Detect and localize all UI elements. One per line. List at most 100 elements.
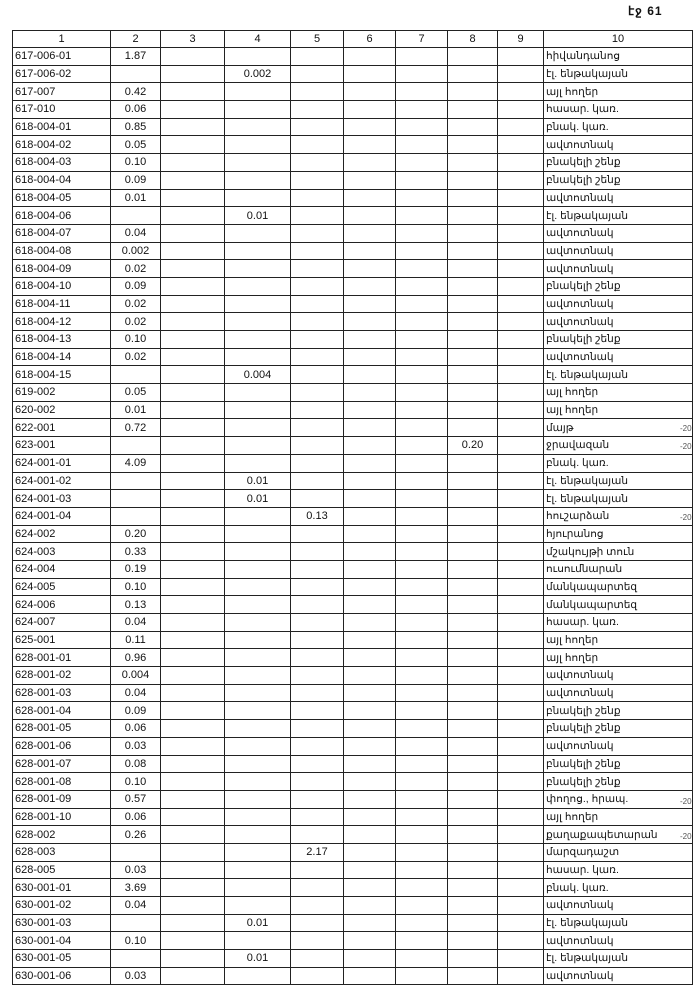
parcel-code-cell: 618-004-05 — [12, 188, 111, 208]
area-cell-col9 — [497, 949, 544, 968]
column-header-9: 9 — [497, 30, 544, 48]
land-use-cell: բնակելի շենք — [543, 330, 693, 349]
area-cell-col6 — [343, 241, 396, 261]
area-cell-col5 — [290, 896, 344, 915]
area-cell-col5 — [290, 595, 344, 614]
area-cell-col6 — [343, 719, 396, 738]
area-cell-col2: 0.09 — [110, 276, 161, 296]
table-row: 628-002 0.26 քաղաքապետարան — [12, 825, 693, 844]
area-cell-col5 — [290, 241, 344, 261]
parcel-code-cell: 618-004-07 — [12, 223, 111, 243]
area-cell-col5 — [290, 701, 344, 721]
area-cell-col2: 0.85 — [110, 117, 161, 137]
land-use-cell: էլ. ենթակայան — [543, 471, 693, 491]
area-cell-col4 — [224, 383, 291, 402]
land-use-cell: հասար. կառ. — [543, 613, 693, 632]
area-cell-col9 — [497, 913, 544, 933]
table-row: 623-001 0.20 ջրավազան — [12, 436, 693, 455]
area-cell-col4: 0.01 — [224, 471, 291, 491]
land-use-cell: այլ հողեր — [543, 807, 693, 827]
area-cell-col7 — [395, 400, 448, 420]
area-cell-col9 — [497, 860, 544, 880]
area-cell-col3 — [160, 418, 225, 438]
area-cell-col8 — [447, 418, 498, 438]
table-row: 618-004-08 0.002 ավտոտնակ — [12, 241, 693, 261]
area-cell-col5 — [290, 559, 344, 579]
area-cell-col6 — [343, 613, 396, 632]
area-cell-col6 — [343, 559, 396, 579]
area-cell-col9 — [497, 559, 544, 579]
area-cell-col3 — [160, 524, 225, 544]
land-use-cell: ավտոտնակ — [543, 896, 693, 915]
area-cell-col3 — [160, 666, 225, 685]
area-cell-col2: 1.87 — [110, 47, 161, 66]
area-cell-col9 — [497, 153, 544, 172]
land-use-cell: էլ. ենթակայան — [543, 64, 693, 84]
table-row: 618-004-06 0.01 էլ. ենթակայան — [12, 206, 693, 225]
area-cell-col5 — [290, 365, 344, 385]
land-use-cell: էլ. ենթակայան — [543, 949, 693, 968]
table-row: 618-004-04 0.09 բնակելի շենք — [12, 170, 693, 190]
table-row: 628-001-04 0.09 բնակելի շենք — [12, 701, 693, 721]
area-cell-col6 — [343, 595, 396, 614]
land-use-cell: ավտոտնակ — [543, 188, 693, 208]
area-cell-col6 — [343, 807, 396, 827]
area-cell-col6 — [343, 418, 396, 438]
table-row: 617-006-02 0.002 էլ. ենթակայան — [12, 64, 693, 84]
area-cell-col9 — [497, 47, 544, 66]
parcel-code-cell: 628-002 — [12, 825, 111, 844]
area-cell-col4 — [224, 860, 291, 880]
area-cell-col9 — [497, 82, 544, 102]
area-cell-col8 — [447, 400, 498, 420]
area-cell-col3 — [160, 241, 225, 261]
land-use-cell: մանկապարտեզ — [543, 595, 693, 614]
area-cell-col6 — [343, 754, 396, 774]
area-cell-col3 — [160, 400, 225, 420]
area-cell-col4 — [224, 666, 291, 685]
land-use-cell: այլ հողեր — [543, 630, 693, 650]
area-cell-col7 — [395, 666, 448, 685]
area-cell-col6 — [343, 170, 396, 190]
area-cell-col2: 0.02 — [110, 259, 161, 278]
parcel-code-cell: 628-001-01 — [12, 648, 111, 668]
area-cell-col7 — [395, 789, 448, 809]
area-cell-col9 — [497, 453, 544, 473]
area-cell-col7 — [395, 701, 448, 721]
area-cell-col7 — [395, 135, 448, 155]
area-cell-col8 — [447, 294, 498, 314]
area-cell-col5 — [290, 294, 344, 314]
area-cell-col2: 0.05 — [110, 135, 161, 155]
area-cell-col6 — [343, 736, 396, 756]
area-cell-col7 — [395, 436, 448, 455]
parcel-code-cell: 623-001 — [12, 436, 111, 455]
area-cell-col4 — [224, 878, 291, 897]
area-cell-col3 — [160, 577, 225, 597]
area-cell-col9 — [497, 294, 544, 314]
parcel-code-cell: 620-002 — [12, 400, 111, 420]
area-cell-col9 — [497, 666, 544, 685]
area-cell-col6 — [343, 949, 396, 968]
area-cell-col6 — [343, 100, 396, 119]
parcel-code-cell: 628-001-07 — [12, 754, 111, 774]
area-cell-col7 — [395, 153, 448, 172]
area-cell-col8 — [447, 276, 498, 296]
area-cell-col5 — [290, 117, 344, 137]
area-cell-col3 — [160, 719, 225, 738]
area-cell-col8 — [447, 241, 498, 261]
area-cell-col6 — [343, 542, 396, 561]
land-use-cell: բնակելի շենք — [543, 276, 693, 296]
table-row: 628-001-03 0.04 ավտոտնակ — [12, 683, 693, 703]
parcel-code-cell: 618-004-10 — [12, 276, 111, 296]
area-cell-col9 — [497, 436, 544, 455]
land-use-cell: մանկապարտեզ — [543, 577, 693, 597]
land-use-cell: հիվանդանոց — [543, 47, 693, 66]
parcel-code-cell: 624-005 — [12, 577, 111, 597]
area-cell-col9 — [497, 100, 544, 119]
parcel-code-cell: 628-001-04 — [12, 701, 111, 721]
table-row: 618-004-01 0.85 բնակ. կառ. — [12, 117, 693, 137]
area-cell-col3 — [160, 789, 225, 809]
area-cell-col5 — [290, 524, 344, 544]
area-cell-col2 — [110, 842, 161, 862]
area-cell-col5 — [290, 577, 344, 597]
area-cell-col6 — [343, 630, 396, 650]
